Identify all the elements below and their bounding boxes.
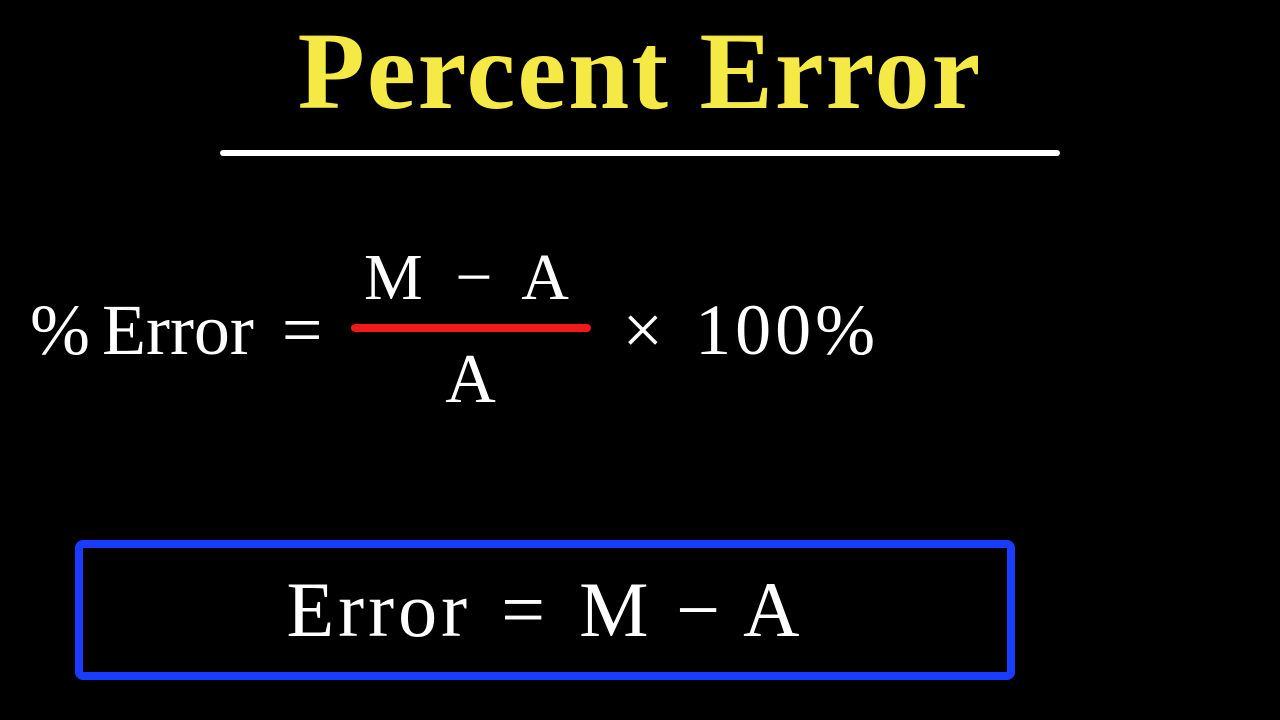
error-definition-box: Error = M − A [75, 540, 1015, 680]
box-lhs: Error [287, 565, 472, 655]
hundred-percent: 100% [695, 289, 879, 372]
denominator: A [445, 340, 496, 420]
formula-lhs: % Error [30, 289, 254, 372]
box-rhs: M − A [579, 565, 803, 655]
error-word: Error [102, 289, 254, 372]
equals-sign: = [278, 289, 327, 372]
percent-symbol: % [30, 289, 90, 372]
fraction-bar [351, 324, 591, 332]
multiply-sign: × [615, 289, 672, 372]
box-equals: = [501, 565, 549, 655]
page-title: Percent Error [298, 8, 983, 135]
fraction: M − A A [351, 240, 591, 420]
title-underline [220, 150, 1060, 156]
percent-error-formula: % Error = M − A A × 100% [30, 240, 1250, 420]
numerator: M − A [364, 240, 577, 316]
